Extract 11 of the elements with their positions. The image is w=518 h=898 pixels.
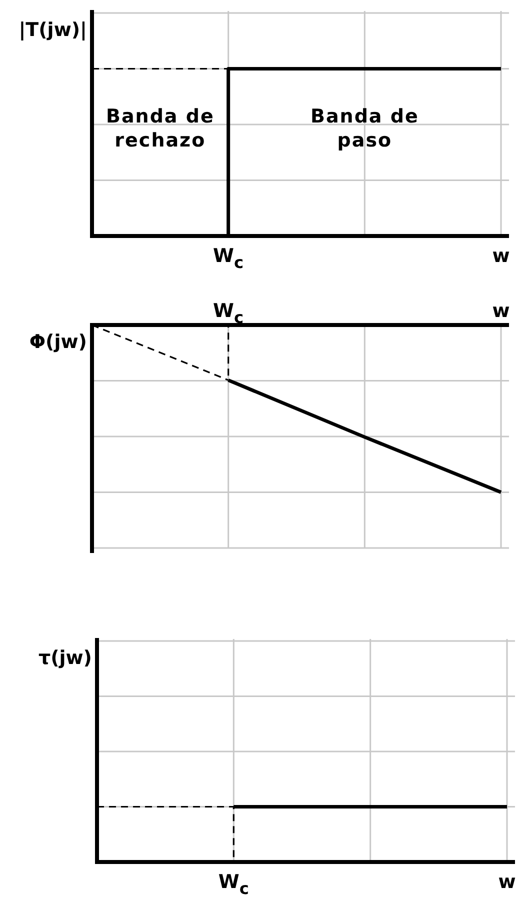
x-tick-label: W$_{c}$ [213,245,244,272]
x-tick-label: w [492,245,510,267]
x-tick-label: W$_{c}$ [218,871,249,898]
annotation: Banda de paso [310,106,419,152]
x-tick-label: w [498,871,516,893]
x-tick-label: w [492,300,510,322]
x-tick-label: W$_{c}$ [213,300,244,327]
y-axis-title: |T(jw)| [18,19,87,41]
y-axis-title: τ(jw) [38,647,92,669]
y-axis-title: Φ(jw) [29,331,87,353]
annotation: Banda de rechazo [106,106,214,152]
